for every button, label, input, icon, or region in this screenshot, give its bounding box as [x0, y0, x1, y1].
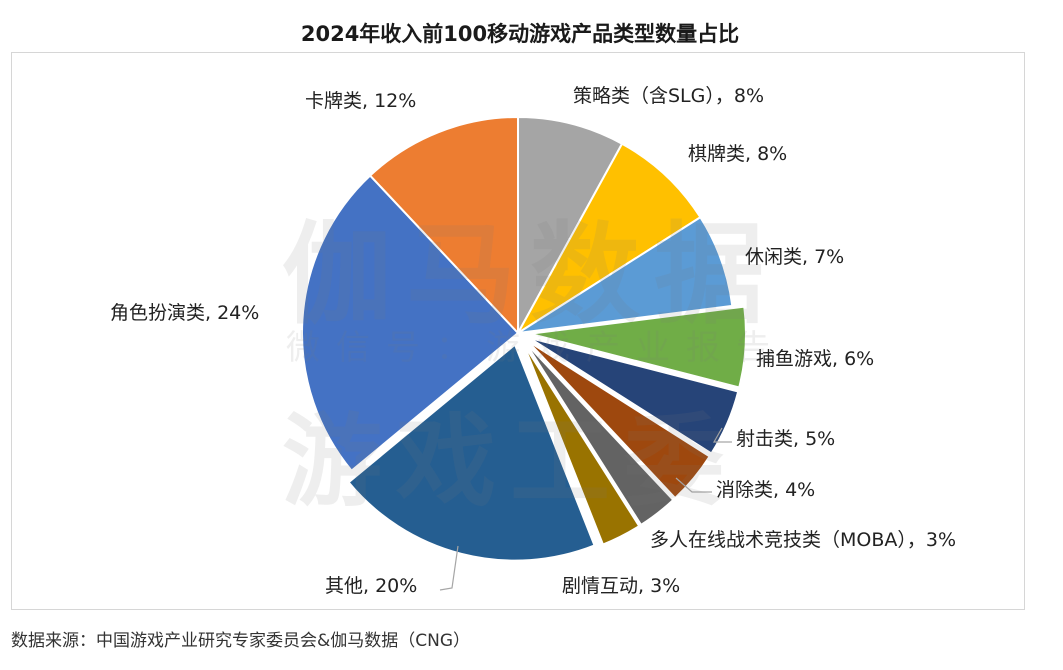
source-note: 数据来源：中国游戏产业研究专家委员会&伽马数据（CNG）	[11, 631, 471, 651]
pie-slice	[529, 305, 747, 389]
pie-slice	[368, 115, 519, 336]
chart-frame	[11, 52, 1025, 610]
pie-slice	[301, 174, 520, 473]
chart-title: 2024年收入前100移动游戏产品类型数量占比	[300, 22, 740, 46]
slice-label: 捕鱼游戏, 6%	[756, 348, 875, 370]
slice-label: 棋牌类, 8%	[688, 143, 788, 165]
leader-line	[675, 477, 712, 493]
pie-slice	[517, 115, 624, 334]
slice-label: 其他, 20%	[325, 575, 418, 597]
slice-label: 射击类, 5%	[736, 428, 836, 450]
pie-slice	[528, 336, 740, 455]
pie-slice	[522, 343, 641, 546]
slice-label: 休闲类, 7%	[745, 246, 845, 268]
slice-label: 消除类, 4%	[716, 479, 816, 501]
slice-label: 剧情互动, 3%	[562, 575, 681, 597]
pie-slice	[517, 142, 702, 334]
pie-slice	[526, 339, 712, 500]
slice-label: 角色扮演类, 24%	[110, 302, 260, 324]
slice-label: 卡牌类, 12%	[305, 90, 417, 112]
pie-slice	[517, 215, 734, 334]
slice-label: 策略类（含SLG），8%	[573, 85, 765, 107]
pie-slice	[524, 341, 675, 527]
leader-line	[712, 427, 732, 443]
pie-slice	[347, 342, 596, 562]
leader-line	[439, 545, 459, 591]
slice-label: 多人在线战术竞技类（MOBA），3%	[650, 529, 957, 551]
